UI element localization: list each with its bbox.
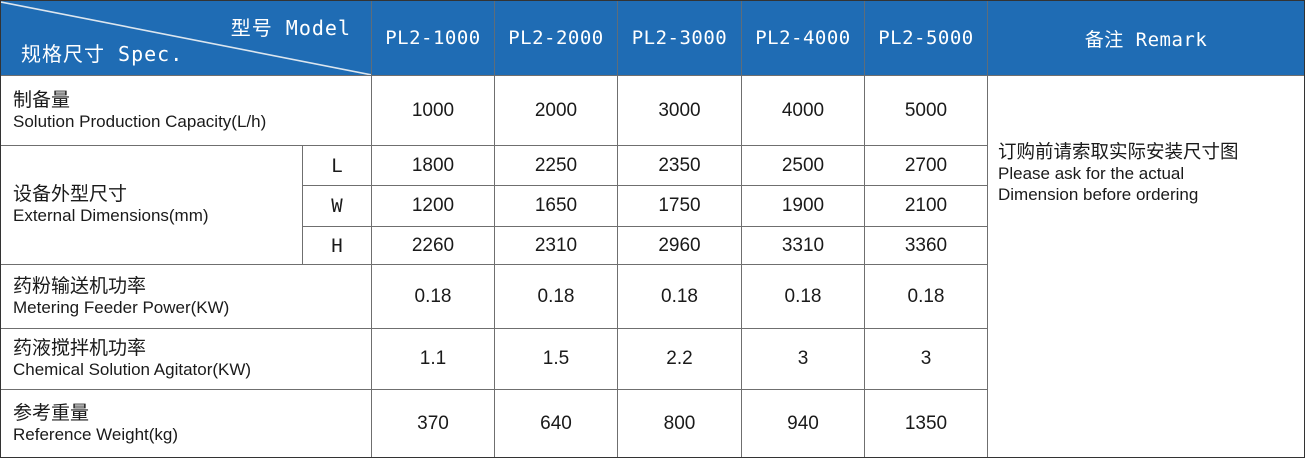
dimension-W-value: 2100 [865, 186, 988, 227]
model-column-header-pl2-4000: PL2-4000 [742, 1, 865, 76]
row-label-en: Solution Production Capacity(L/h) [13, 111, 267, 131]
dimension-W-value: 1900 [742, 186, 865, 227]
diagonal-divider-line [1, 1, 371, 75]
model-axis-label: 型号 Model [230, 16, 351, 40]
capacity-value: 2000 [495, 76, 618, 146]
row-label-zh: 制备量 [13, 89, 71, 111]
remark-cell: 订购前请索取实际安装尺寸图 Please ask for the actual … [988, 76, 1304, 457]
row-label-zh: 药粉输送机功率 [13, 275, 147, 297]
capacity-value: 4000 [742, 76, 865, 146]
model-column-header-pl2-2000: PL2-2000 [495, 1, 618, 76]
dimension-L-value: 2250 [495, 146, 618, 186]
dimension-sub-label-L: L [303, 146, 372, 186]
dimension-sub-label-W: W [303, 186, 372, 227]
dimension-W-value: 1200 [372, 186, 495, 227]
row-label-en: Metering Feeder Power(KW) [13, 297, 230, 317]
row-label-en: External Dimensions(mm) [13, 206, 209, 226]
capacity-value: 5000 [865, 76, 988, 146]
row-label-reference-weight: 参考重量 Reference Weight(kg) [1, 390, 372, 457]
weight-value: 370 [372, 390, 495, 457]
dimension-W-value: 1750 [618, 186, 742, 227]
dimension-H-value: 2260 [372, 227, 495, 265]
agitator-power-value: 3 [742, 329, 865, 390]
dimension-H-value: 3360 [865, 227, 988, 265]
dimension-W-value: 1650 [495, 186, 618, 227]
agitator-power-value: 2.2 [618, 329, 742, 390]
model-column-header-pl2-1000: PL2-1000 [372, 1, 495, 76]
dimension-H-value: 3310 [742, 227, 865, 265]
model-column-header-pl2-5000: PL2-5000 [865, 1, 988, 76]
row-label-zh: 药液搅拌机功率 [13, 338, 147, 360]
feeder-power-value: 0.18 [865, 265, 988, 329]
remark-text-zh: 订购前请索取实际安装尺寸图 [998, 141, 1239, 162]
agitator-power-value: 1.5 [495, 329, 618, 390]
row-label-solution-agitator-power: 药液搅拌机功率 Chemical Solution Agitator(KW) [1, 329, 372, 390]
feeder-power-value: 0.18 [742, 265, 865, 329]
remark-text-en: Please ask for the actual Dimension befo… [998, 164, 1199, 205]
row-label-zh: 设备外型尺寸 [13, 184, 128, 206]
feeder-power-value: 0.18 [372, 265, 495, 329]
agitator-power-value: 1.1 [372, 329, 495, 390]
agitator-power-value: 3 [865, 329, 988, 390]
capacity-value: 1000 [372, 76, 495, 146]
feeder-power-value: 0.18 [618, 265, 742, 329]
row-label-zh: 参考重量 [13, 402, 90, 424]
dimension-L-value: 2500 [742, 146, 865, 186]
dimension-L-value: 2700 [865, 146, 988, 186]
weight-value: 800 [618, 390, 742, 457]
spec-model-header-cell: 型号 Model 规格尺寸 Spec. [1, 1, 372, 76]
capacity-value: 3000 [618, 76, 742, 146]
weight-value: 640 [495, 390, 618, 457]
dimension-H-value: 2960 [618, 227, 742, 265]
row-label-external-dimensions: 设备外型尺寸 External Dimensions(mm) [1, 146, 303, 265]
row-label-production-capacity: 制备量 Solution Production Capacity(L/h) [1, 76, 372, 146]
row-label-metering-feeder-power: 药粉输送机功率 Metering Feeder Power(KW) [1, 265, 372, 329]
row-label-en: Chemical Solution Agitator(KW) [13, 360, 252, 380]
dimension-L-value: 2350 [618, 146, 742, 186]
dimension-L-value: 1800 [372, 146, 495, 186]
remark-column-header: 备注 Remark [988, 1, 1304, 76]
weight-value: 940 [742, 390, 865, 457]
spec-axis-label: 规格尺寸 Spec. [21, 42, 184, 66]
weight-value: 1350 [865, 390, 988, 457]
row-label-en: Reference Weight(kg) [13, 424, 179, 444]
feeder-power-value: 0.18 [495, 265, 618, 329]
model-column-header-pl2-3000: PL2-3000 [618, 1, 742, 76]
dimension-H-value: 2310 [495, 227, 618, 265]
dimension-sub-label-H: H [303, 227, 372, 265]
